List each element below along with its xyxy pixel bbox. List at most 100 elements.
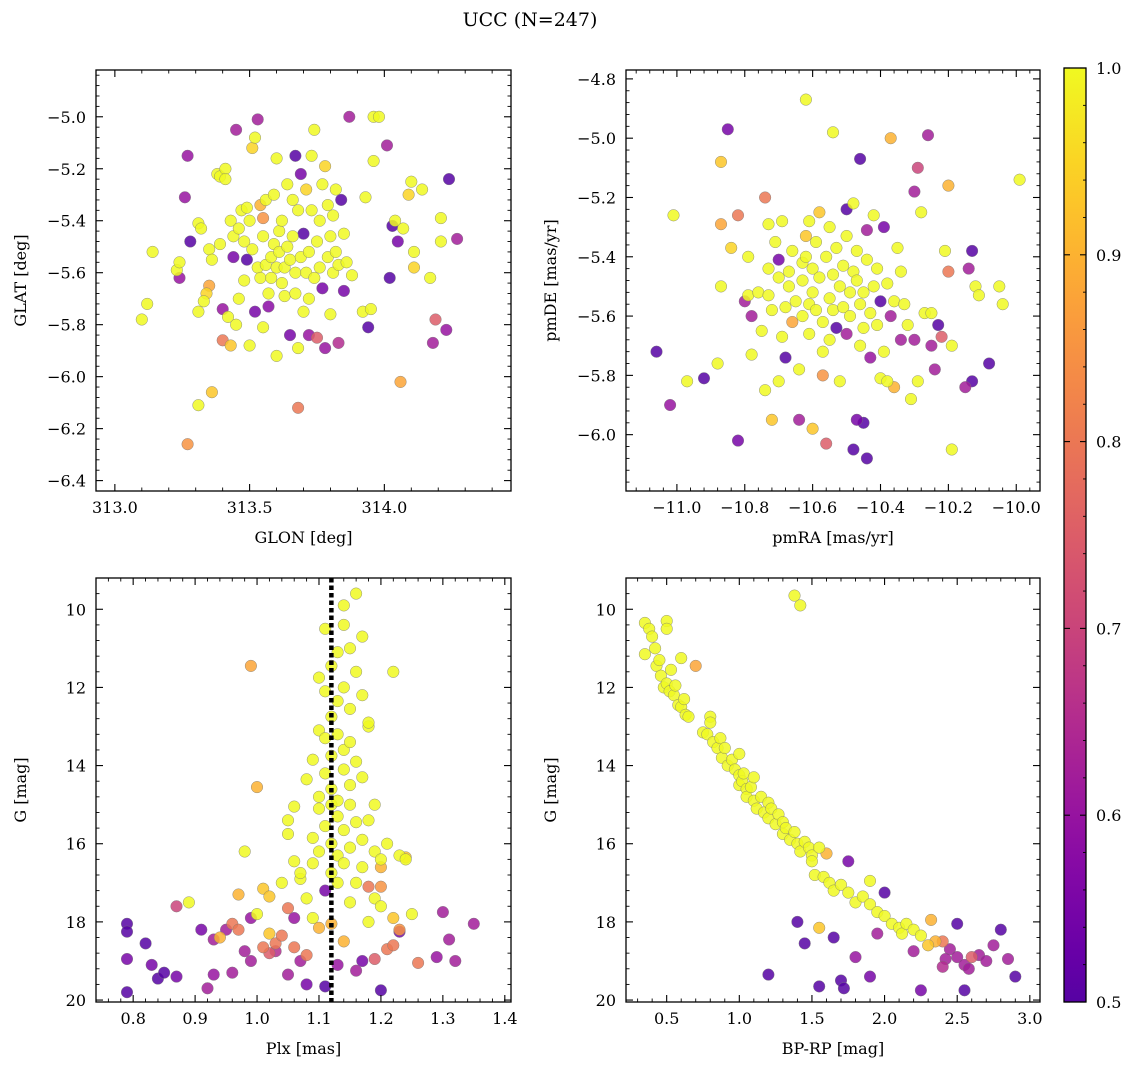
bprp-g-xtick-label: 2.0 [872,1009,897,1028]
bprp-g-point [675,652,688,665]
glon-glat-point [265,271,278,284]
pmra-pmde-point [769,235,782,248]
glon-glat-point [297,227,310,240]
pmra-pmde-xtick-label: −10.6 [788,498,837,517]
plx-g-point [158,966,171,979]
pmra-pmde-point [816,345,829,358]
pmra-pmde-point [816,369,829,382]
plx-g-point [170,900,183,913]
bprp-g-ylabel: G [mag] [541,757,560,822]
pmra-pmde-point [782,265,795,278]
pmra-pmde-point [810,304,823,317]
glon-glat-point [227,251,240,264]
glon-glat-point [327,209,340,222]
bprp-g-point [813,980,826,993]
glon-glat-point [286,193,299,206]
pmra-pmde-point [820,437,833,450]
bprp-g-point [907,945,920,958]
pmra-pmde-point [793,363,806,376]
plx-g-point [399,853,412,866]
plx-g-point [288,800,301,813]
plx-g-point [263,927,276,940]
pmra-pmde-point [786,244,799,257]
bprp-g-point [864,898,877,911]
pmra-pmde-point [894,265,907,278]
pmra-pmde-point [881,277,894,290]
glon-glat-point [289,266,302,279]
glon-glat-point [305,149,318,162]
colorbar-gradient [1063,67,1087,1003]
pmra-pmde-point [966,244,979,257]
plx-g-point [306,753,319,766]
glon-glat-point [373,110,386,123]
pmra-pmde-point [996,298,1009,311]
pmra-pmde-point [911,375,924,388]
glon-glat-ytick-label: −6.4 [47,472,86,491]
pmra-pmde-point [847,197,860,210]
bprp-g-point [958,984,971,997]
pmra-pmde-point [742,289,755,302]
pmra-pmde-ytick-label: −4.8 [577,70,616,89]
pmra-pmde-point [830,321,843,334]
glon-glat-point [243,214,256,227]
bprp-g-point [813,921,826,934]
plx-g-point [350,755,363,768]
plx-g-point [306,831,319,844]
pmra-pmde-point [667,209,680,222]
plx-g-point [331,810,344,823]
pmra-pmde-xtick-label: −10.0 [992,498,1041,517]
plx-g-point [467,917,480,930]
bprp-g-point [914,929,927,942]
bprp-g-point [925,913,938,926]
glon-glat-point [286,230,299,243]
plx-g-point [250,908,263,921]
plx-g-point [232,923,245,936]
plx-g-point [300,892,313,905]
pmra-pmde-point [762,262,775,275]
glon-glat-point [284,253,297,266]
pmra-pmde-point [837,259,850,272]
pmra-pmde-point [891,241,904,254]
glon-glat-point [230,123,243,136]
glon-glat-point [311,235,324,248]
bprp-g-point [1009,970,1022,983]
glon-glat-point [205,386,218,399]
glon-glat-point [224,214,237,227]
glon-glat-point [346,269,359,282]
glon-glat-point [257,321,270,334]
pmra-pmde-point [820,250,833,263]
pmra-pmde-point [803,327,816,340]
glon-glat-point [408,261,421,274]
plx-g-point [288,941,301,954]
glon-glat-point [405,175,418,188]
pmra-pmde-point [813,206,826,219]
plx-g-point [170,970,183,983]
plx-g-point [195,923,208,936]
pmra-pmde-point [776,215,789,228]
pmra-pmde-point [806,286,819,299]
plx-g-point [313,790,326,803]
plx-g-point [244,659,257,672]
pmra-pmde-point [827,268,840,281]
glon-glat-point [443,173,456,186]
glon-glat-point [246,243,259,256]
glon-glat-point [337,284,350,297]
pmra-pmde-point [871,319,884,332]
glon-glat-point [434,235,447,248]
pmra-pmde-point [779,351,792,364]
plx-g-point [387,912,400,925]
bprp-g-point [837,982,850,995]
bprp-g-point [842,855,855,868]
bprp-g-ytick-label: 12 [596,678,616,697]
pmra-pmde-point [823,333,836,346]
bprp-g-xtick-label: 0.5 [654,1009,679,1028]
plx-g-point [139,937,152,950]
plx-g-point [443,933,456,946]
pmra-pmde-point [864,307,877,320]
bprp-g-point [856,890,869,903]
glon-glat-point [394,375,407,388]
plx-g-point [368,953,381,966]
glon-glat-point [329,183,342,196]
pmra-pmde-point [844,286,857,299]
glon-glat-point [173,256,186,269]
